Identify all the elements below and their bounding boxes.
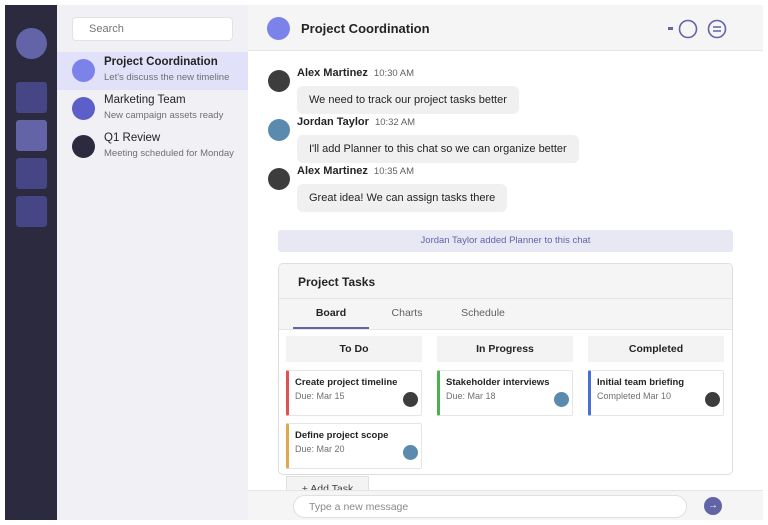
message-bubble: We need to track our project tasks bette… [297,86,519,114]
chat-avatar [72,59,95,82]
sender-name: Alex Martinez 10:35 AM [297,165,414,177]
task-card[interactable]: Stakeholder interviews Due: Mar 18 [437,370,573,416]
timestamp: 10:32 AM [374,117,416,128]
rail-app-1[interactable] [16,82,47,113]
chat-avatar [267,17,290,40]
sender-avatar [268,70,290,92]
message-bubble: Great idea! We can assign tasks there [297,184,508,212]
chat-title: Marketing Team [104,94,186,106]
assignee-avatar [705,392,720,407]
app-rail [5,5,57,520]
planner-title: Project Tasks [298,275,376,289]
task-due: Completed Mar 10 [597,391,672,401]
chat-preview: Let's discuss the new timeline [104,72,230,83]
chat-pane: Project Coordination Alex Martinez 10:30 … [248,5,763,520]
task-title: Stakeholder interviews [446,377,550,388]
timestamp: 10:30 AM [373,68,415,79]
chat-header: Project Coordination [248,5,763,51]
author: Alex Martinez [297,165,368,177]
author: Jordan Taylor [297,116,369,128]
chat-title: Q1 Review [104,132,161,144]
assignee-avatar [403,445,418,460]
chat-list-item[interactable]: Marketing Team New campaign assets ready [57,90,248,128]
sender-name: Jordan Taylor 10:32 AM [297,116,415,128]
chat-title: Project Coordination [301,21,430,36]
tab-schedule[interactable]: Schedule [461,307,505,319]
rail-app-2[interactable] [16,120,47,151]
chat-avatar [72,97,95,120]
send-icon[interactable]: → [704,497,722,515]
sender-avatar [268,119,290,141]
timestamp: 10:35 AM [373,166,415,177]
assignee-avatar [403,392,418,407]
composer: → [248,490,763,520]
system-message: Jordan Taylor added Planner to this chat [278,230,733,252]
chat-preview: Meeting scheduled for Monday [104,148,234,159]
user-avatar[interactable] [16,28,47,59]
column-header: Completed [588,336,724,362]
search-input[interactable] [72,17,233,41]
chat-avatar [72,135,95,158]
chat-list-item[interactable]: Q1 Review Meeting scheduled for Monday [57,128,248,166]
more-options-icon[interactable] [706,18,728,40]
column-header: To Do [286,336,422,362]
column-header: In Progress [437,336,573,362]
task-due: Due: Mar 15 [295,391,345,401]
chat-list: Project Coordination Let's discuss the ne… [57,5,248,520]
tab-charts[interactable]: Charts [391,307,423,319]
tab-board[interactable]: Board [293,307,369,329]
task-title: Initial team briefing [597,377,685,388]
call-icon[interactable] [666,18,700,40]
chat-preview: New campaign assets ready [104,110,224,121]
task-due: Due: Mar 18 [446,391,496,401]
assignee-avatar [554,392,569,407]
sender-name: Alex Martinez 10:30 AM [297,67,414,79]
chat-title: Project Coordination [104,56,218,68]
task-card[interactable]: Define project scope Due: Mar 20 [286,423,422,469]
task-card[interactable]: Initial team briefing Completed Mar 10 [588,370,724,416]
author: Alex Martinez [297,67,368,79]
task-title: Create project timeline [295,377,398,388]
task-due: Due: Mar 20 [295,444,345,454]
planner-card: Project Tasks Board Charts Schedule To D… [278,263,733,475]
task-title: Define project scope [295,430,389,441]
divider [279,298,732,299]
chat-list-item[interactable]: Project Coordination Let's discuss the ne… [57,52,248,90]
rail-app-3[interactable] [16,158,47,189]
task-card[interactable]: Create project timeline Due: Mar 15 [286,370,422,416]
sender-avatar [268,168,290,190]
message-bubble: I'll add Planner to this chat so we can … [297,135,579,163]
rail-app-4[interactable] [16,196,47,227]
message-input[interactable] [293,495,687,518]
